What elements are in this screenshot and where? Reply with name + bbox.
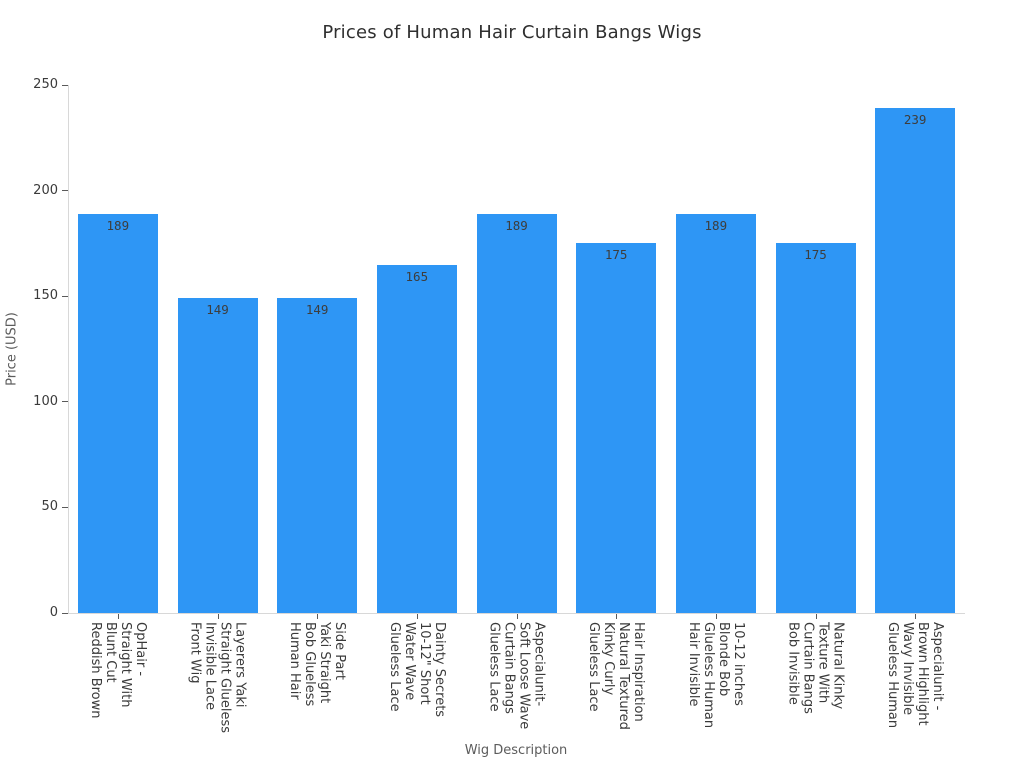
- x-tick: [715, 614, 717, 619]
- left-spine: [68, 85, 69, 613]
- x-tick: [317, 614, 319, 619]
- x-tick-label: Side Part Yaki Straight Bob Glueless Hum…: [287, 622, 348, 707]
- bar-value-label: 165: [405, 268, 429, 284]
- bar: [875, 108, 956, 613]
- y-tick-label: 250: [33, 77, 58, 92]
- x-tick: [516, 614, 518, 619]
- y-tick: [62, 612, 68, 614]
- y-tick: [62, 190, 68, 192]
- y-axis-title: Price (USD): [4, 312, 20, 386]
- x-tick: [117, 614, 119, 619]
- bar: [775, 243, 856, 613]
- y-tick-label: 150: [33, 288, 58, 304]
- bar-value-label: 189: [106, 217, 130, 233]
- bar: [77, 213, 158, 613]
- x-tick-label: 10-12 inches Blonde Bob Glueless Human H…: [685, 622, 746, 729]
- bar-value-label: 175: [804, 247, 827, 263]
- bar-value-label: 175: [604, 247, 628, 263]
- x-tick-label: Natural Kinky Texture With Curtain Bangs…: [785, 622, 846, 714]
- y-tick-label: 200: [33, 182, 58, 198]
- y-tick: [62, 84, 68, 86]
- x-axis-title: Wig Description: [464, 743, 568, 758]
- bar-value-label: 189: [704, 217, 728, 233]
- x-tick-label: Hair Inspiration Natural Textured Kinky …: [586, 622, 647, 730]
- x-tick-label: Aspecialunit - Brown Highlight Wavy Invi…: [885, 622, 946, 729]
- x-tick-label: OpHair - Straight With Blunt Cut Reddish…: [87, 622, 148, 719]
- x-tick-label: Dainty Secrets 10-12" Short Water Wave G…: [386, 622, 447, 718]
- x-tick: [217, 614, 219, 619]
- x-tick-label: Layerers Yaki Straight Glueless Invisibl…: [187, 622, 248, 734]
- y-tick: [62, 295, 68, 297]
- y-tick-label: 50: [41, 499, 58, 515]
- y-tick: [62, 506, 68, 508]
- x-tick-label: Aspecialunit- Soft Loose Wave Curtain Ba…: [486, 622, 547, 730]
- bar: [476, 213, 557, 613]
- x-tick: [915, 614, 917, 619]
- x-tick: [416, 614, 418, 619]
- bar: [576, 243, 657, 613]
- bar: [675, 213, 756, 613]
- bar-value-label: 149: [305, 302, 329, 318]
- bar: [277, 298, 358, 613]
- x-tick: [616, 614, 618, 619]
- y-tick: [62, 401, 68, 403]
- x-tick: [815, 614, 817, 619]
- bar-value-label: 149: [206, 302, 229, 318]
- bar-value-label: 239: [903, 112, 927, 128]
- y-tick-label: 0: [49, 605, 58, 620]
- bar-value-label: 189: [505, 217, 528, 233]
- bar: [177, 298, 258, 613]
- bar: [376, 264, 457, 613]
- bottom-spine: [68, 613, 965, 614]
- chart-title: Prices of Human Hair Curtain Bangs Wigs: [322, 22, 702, 43]
- y-tick-label: 100: [33, 393, 58, 409]
